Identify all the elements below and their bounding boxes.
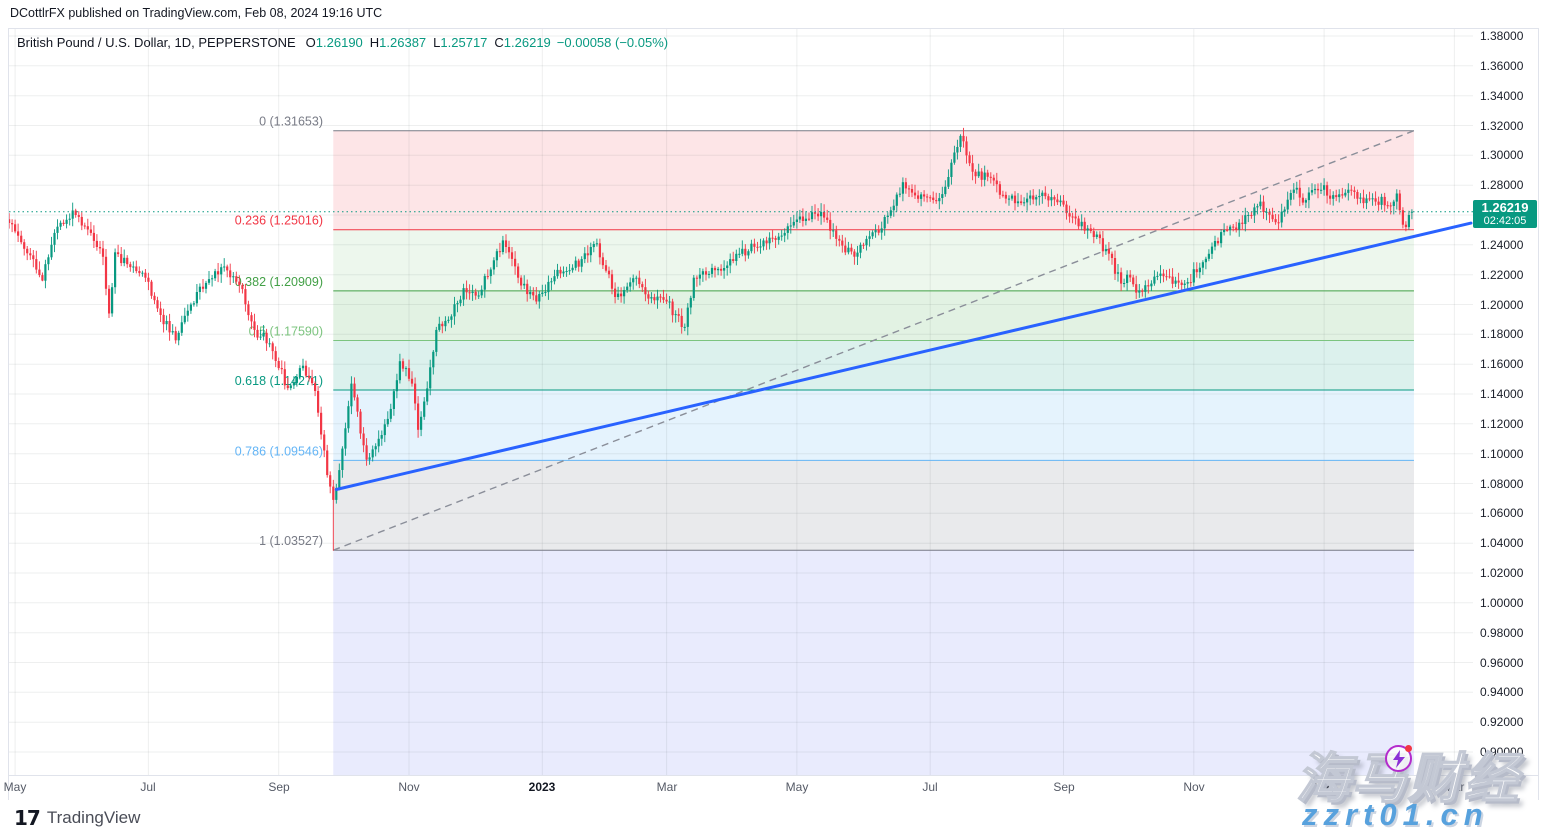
time-axis-label: May	[3, 780, 27, 794]
high-value: 1.26387	[379, 35, 427, 50]
close-value: 1.26219	[503, 35, 551, 50]
time-axis-label: 2023	[528, 780, 556, 794]
fib-zone	[333, 130, 1414, 230]
fib-level-label: 0 (1.31653)	[259, 115, 323, 129]
fib-zone-extension	[333, 550, 1414, 775]
close-label: C	[494, 35, 504, 50]
low-label: L	[433, 35, 441, 50]
time-axis-label: Sep	[1053, 780, 1075, 794]
fib-level-label: 1 (1.03527)	[259, 534, 323, 548]
fib-level-label: 0.236 (1.25016)	[235, 214, 323, 228]
time-axis-label: Mar	[656, 780, 678, 794]
last-price-value: 1.26219	[1481, 200, 1529, 215]
high-label: H	[369, 35, 380, 50]
price-chart[interactable]: 0 (1.31653) 0.236 (1.25016) 0.382 (1.20909…	[9, 29, 1538, 775]
time-axis-label: Jul	[140, 780, 156, 794]
time-axis-label: Nov	[398, 780, 420, 794]
tradingview-logo-icon: 17	[14, 806, 41, 830]
change-value: −0.00058 (−0.05%)	[556, 35, 669, 50]
time-axis-label: Mar	[1443, 780, 1465, 794]
fib-zone	[333, 290, 1414, 341]
fib-zone	[333, 390, 1414, 461]
fib-zone	[333, 340, 1414, 390]
fib-zone	[333, 229, 1414, 291]
fib-diagonal-dashed-line	[333, 130, 1415, 551]
bar-countdown: 02:42:05	[1483, 215, 1527, 227]
fib-level-label: 0.5 (1.17590)	[249, 325, 323, 339]
attribution-text: DCottlrFX published on TradingView.com, …	[10, 6, 383, 20]
time-axis-label: May	[785, 780, 809, 794]
time-axis-label: 2024	[1310, 780, 1338, 794]
fib-level-label: 0.786 (1.09546)	[235, 444, 323, 458]
tradingview-logo[interactable]: 17 TradingView	[14, 806, 140, 830]
tradingview-logo-text: TradingView	[46, 808, 141, 827]
chart-pane: 0 (1.31653) 0.236 (1.25016) 0.382 (1.20909…	[4, 28, 1539, 800]
open-value: 1.26190	[315, 35, 363, 50]
last-price-badge[interactable]: 1.26219 02:42:05	[1473, 200, 1537, 228]
candles-series	[9, 127, 1413, 551]
fib-zone	[333, 460, 1414, 551]
time-axis-label: Sep	[268, 780, 290, 794]
time-axis-label: Nov	[1183, 780, 1205, 794]
trendline	[334, 221, 1473, 491]
fib-level-label: 0.382 (1.20909)	[235, 275, 323, 289]
fib-level-label: 0.618 (1.14271)	[235, 374, 323, 388]
time-axis-label: Jul	[922, 780, 938, 794]
symbol-title: British Pound / U.S. Dollar, 1D, PEPPERS…	[17, 35, 296, 50]
grid	[9, 29, 1473, 775]
watermark-site-text: zzrt01.cn	[1302, 797, 1489, 832]
symbol-legend[interactable]: British Pound / U.S. Dollar, 1D, PEPPERS…	[17, 35, 668, 50]
low-value: 1.25717	[440, 35, 488, 50]
time-axis[interactable]: May Jul Sep Nov 2023 Mar May Jul Sep Nov 2024 Mar	[4, 775, 1538, 800]
open-label: O	[305, 35, 316, 50]
